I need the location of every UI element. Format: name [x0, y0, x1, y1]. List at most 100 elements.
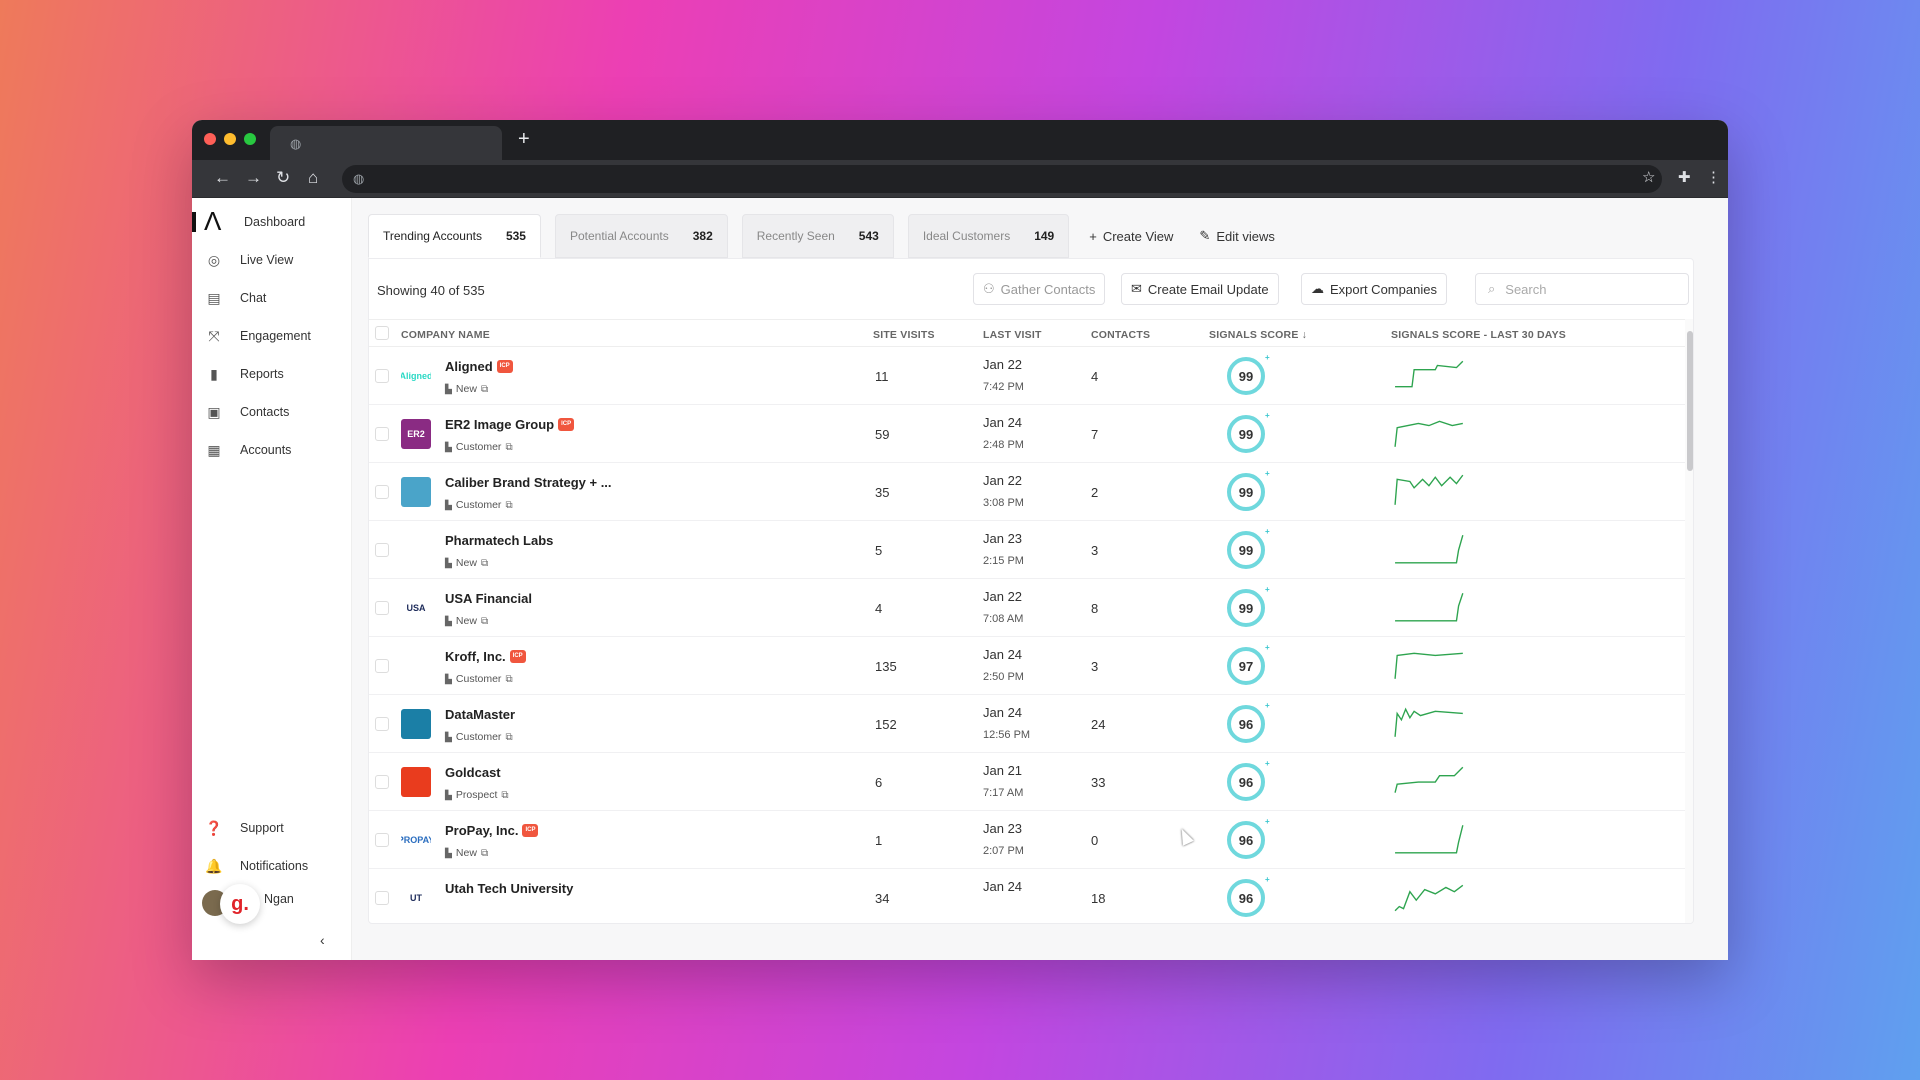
minimize-window-button[interactable] — [224, 133, 236, 145]
row-checkbox[interactable] — [375, 601, 389, 615]
external-link-icon[interactable]: ⧉ — [505, 441, 513, 453]
external-link-icon[interactable]: ⧉ — [480, 615, 489, 627]
company-type-label: Customer — [455, 499, 502, 511]
scroll-thumb[interactable] — [1687, 331, 1693, 471]
bookmark-star-icon[interactable]: ☆ — [1642, 169, 1656, 186]
table-row[interactable]: PROPAY ProPay, Inc. ICP ▙ New ⧉ 1 Jan 23… — [369, 811, 1685, 869]
search-input[interactable]: ⌕ Search — [1475, 273, 1689, 305]
company-name-link[interactable]: DataMaster — [445, 707, 515, 722]
external-link-icon[interactable]: ⧉ — [505, 499, 513, 511]
company-type-label: Customer — [455, 441, 502, 453]
contacts-count: 7 — [1091, 427, 1099, 442]
home-icon[interactable]: ⌂ — [308, 168, 319, 187]
sidebar-item-accounts[interactable]: ▦ Accounts — [204, 438, 291, 462]
export-companies-button[interactable]: ☁ Export Companies — [1301, 273, 1447, 305]
company-name-link[interactable]: USA Financial — [445, 591, 532, 606]
browser-tab[interactable]: ◍ — [270, 126, 502, 160]
sidebar-item-contacts[interactable]: ▣ Contacts — [204, 400, 289, 424]
signals-score-badge: 99 — [1227, 415, 1265, 453]
globe-icon: ◍ — [353, 171, 365, 186]
table-row[interactable]: Kroff, Inc. ICP ▙ Customer ⧉ 135 Jan 24 … — [369, 637, 1685, 695]
row-checkbox[interactable] — [375, 485, 389, 499]
external-link-icon[interactable]: ⧉ — [480, 847, 489, 859]
create-email-update-button[interactable]: ✉ Create Email Update — [1121, 273, 1279, 305]
company-type-label: Customer — [455, 731, 502, 743]
edit-views-button[interactable]: ✎ Edit views — [1193, 214, 1280, 258]
last-visit-date: Jan 24 — [983, 647, 1023, 662]
company-name-link[interactable]: ProPay, Inc. ICP — [445, 823, 539, 838]
row-checkbox[interactable] — [375, 427, 389, 441]
external-link-icon[interactable]: ⧉ — [505, 673, 513, 685]
sidebar-item-reports[interactable]: ▮ Reports — [204, 362, 284, 386]
create-view-button[interactable]: + Create View — [1083, 214, 1179, 258]
reload-icon[interactable]: ↻ — [276, 168, 291, 187]
sidebar-item-label: Engagement — [240, 329, 311, 343]
tab-potential-accounts[interactable]: Potential Accounts 382 — [554, 214, 728, 258]
sidebar-item-live-view[interactable]: ◎ Live View — [204, 248, 293, 272]
extensions-icon[interactable]: ✚ — [1678, 169, 1691, 186]
row-checkbox[interactable] — [375, 717, 389, 731]
gather-contacts-button[interactable]: ⚇ Gather Contacts — [973, 273, 1106, 305]
select-all-checkbox[interactable] — [375, 326, 389, 340]
header-contacts[interactable]: Contacts — [1091, 329, 1151, 341]
row-checkbox[interactable] — [375, 659, 389, 673]
table-row[interactable]: USA USA Financial ▙ New ⧉ 4 Jan 22 7:08 … — [369, 579, 1685, 637]
last-visit-time: 2:50 PM — [983, 671, 1024, 683]
external-link-icon[interactable]: ⧉ — [480, 557, 489, 569]
sidebar-item-chat[interactable]: ▤ Chat — [204, 286, 266, 310]
external-link-icon[interactable]: ⧉ — [501, 789, 509, 801]
site-visits: 5 — [875, 543, 883, 558]
company-name-link[interactable]: Goldcast — [445, 765, 501, 780]
contacts-count: 33 — [1091, 775, 1106, 790]
company-name-link[interactable]: Kroff, Inc. ICP — [445, 649, 526, 664]
row-checkbox[interactable] — [375, 369, 389, 383]
tab-recently-seen[interactable]: Recently Seen 543 — [741, 214, 894, 258]
sidebar-item-support[interactable]: ❓ Support — [204, 816, 284, 840]
back-icon[interactable]: ← — [214, 168, 231, 187]
sidebar-item-engagement[interactable]: ⤧ Engagement — [204, 324, 311, 348]
table-row[interactable]: Caliber Brand Strategy + ... ▙ Customer … — [369, 463, 1685, 521]
header-company-name[interactable]: Company Name — [401, 329, 490, 341]
logo-icon[interactable]: Λ — [204, 206, 222, 236]
table-row[interactable]: UT Utah Tech University 34 Jan 24 18 96 … — [369, 869, 1685, 923]
company-name-link[interactable]: ER2 Image Group ICP — [445, 417, 575, 432]
signals-score: 99 — [1238, 484, 1254, 500]
header-site-visits[interactable]: Site Visits — [873, 329, 935, 341]
showing-count: Showing 40 of 535 — [377, 283, 485, 298]
row-checkbox[interactable] — [375, 775, 389, 789]
table-row[interactable]: Goldcast ▙ Prospect ⧉ 6 Jan 21 7:17 AM 3… — [369, 753, 1685, 811]
reports-icon: ▮ — [210, 365, 218, 382]
row-checkbox[interactable] — [375, 543, 389, 557]
collapse-sidebar-icon[interactable]: ‹ — [320, 932, 325, 948]
table-row[interactable]: DataMaster ▙ Customer ⧉ 152 Jan 24 12:56… — [369, 695, 1685, 753]
table-row[interactable]: Aligned Aligned ICP ▙ New ⧉ 11 Jan 22 7:… — [369, 347, 1685, 405]
header-signals-score[interactable]: Signals Score ↓ — [1209, 329, 1307, 341]
signals-score-badge: 96 — [1227, 879, 1265, 917]
close-window-button[interactable] — [204, 133, 216, 145]
tab-ideal-customers[interactable]: Ideal Customers 149 — [907, 214, 1070, 258]
row-checkbox[interactable] — [375, 891, 389, 905]
forward-icon[interactable]: → — [245, 168, 262, 187]
browser-menu-icon[interactable]: ⋮ — [1706, 169, 1721, 186]
sidebar-item-notifications[interactable]: 🔔 Notifications — [204, 854, 308, 878]
company-name-link[interactable]: Caliber Brand Strategy + ... — [445, 475, 612, 490]
building-icon: ▙ — [445, 557, 452, 568]
address-bar[interactable]: ◍ — [342, 165, 1662, 193]
header-last-visit[interactable]: Last Visit — [983, 329, 1042, 341]
tab-trending-accounts[interactable]: Trending Accounts 535 — [368, 214, 541, 258]
maximize-window-button[interactable] — [244, 133, 256, 145]
user-profile[interactable]: g. Ngan — [202, 884, 294, 924]
header-signals-trend[interactable]: Signals Score - Last 30 Days — [1391, 329, 1566, 341]
external-link-icon[interactable]: ⧉ — [480, 383, 489, 395]
table-row[interactable]: ER2 ER2 Image Group ICP ▙ Customer ⧉ 59 … — [369, 405, 1685, 463]
new-tab-button[interactable]: + — [518, 128, 530, 150]
external-link-icon[interactable]: ⧉ — [505, 731, 513, 743]
g-badge-icon[interactable]: g. — [220, 884, 260, 924]
sidebar-item-dashboard[interactable]: Dashboard — [244, 210, 305, 234]
row-checkbox[interactable] — [375, 833, 389, 847]
company-name-link[interactable]: Utah Tech University — [445, 881, 573, 896]
company-name-link[interactable]: Aligned ICP — [445, 359, 513, 374]
scrollbar[interactable] — [1685, 319, 1693, 923]
company-name-link[interactable]: Pharmatech Labs — [445, 533, 553, 548]
table-row[interactable]: Pharmatech Labs ▙ New ⧉ 5 Jan 23 2:15 PM… — [369, 521, 1685, 579]
